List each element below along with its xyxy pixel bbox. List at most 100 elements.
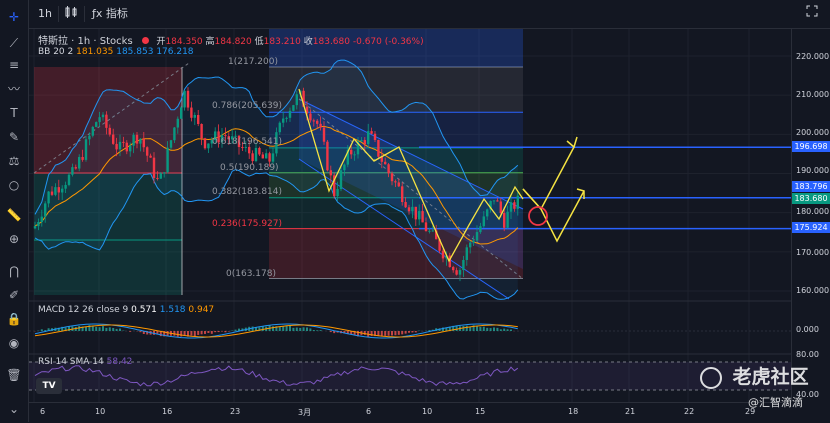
candle-body: [64, 185, 66, 189]
pattern-icon[interactable]: 〰: [4, 80, 24, 98]
candle-body: [384, 162, 386, 164]
brand-name: 老虎社区: [733, 366, 809, 388]
chevron-down-icon[interactable]: ⌄: [4, 400, 24, 418]
price-tag-196698: 196.698: [792, 141, 830, 152]
candle-style-icon[interactable]: [64, 5, 80, 23]
macd-histogram-bar: [320, 330, 322, 331]
tradingview-logo[interactable]: TV: [36, 378, 62, 394]
macd-histogram-bar: [235, 330, 237, 331]
text-icon[interactable]: T: [4, 104, 24, 122]
bb-legend[interactable]: BB 20 2 181.035 185.853 176.218: [38, 47, 194, 57]
candle-body: [105, 115, 107, 128]
candle-body: [323, 128, 325, 142]
candle-body: [153, 158, 155, 178]
trash-icon[interactable]: 🗑: [4, 366, 24, 384]
macd-histogram-bar: [214, 331, 216, 332]
indicators-icon: ƒx: [92, 7, 102, 20]
candle-body: [47, 192, 49, 204]
candle-body: [442, 251, 444, 259]
zoom-icon[interactable]: ⊕: [4, 230, 24, 248]
candle-body: [136, 135, 138, 144]
circle-icon[interactable]: ○: [4, 176, 24, 194]
candle-body: [466, 247, 468, 260]
time-label: 15: [475, 407, 485, 416]
candle-body: [296, 94, 298, 105]
macd-histogram-bar: [201, 331, 203, 334]
time-label: 21: [625, 407, 635, 416]
lock-icon[interactable]: 🔒: [4, 310, 24, 328]
rsi-label: RSI 14 SMA 14: [38, 357, 104, 367]
candle-body: [486, 209, 488, 216]
macd-histogram-bar: [306, 327, 308, 331]
macd-histogram-bar: [479, 327, 481, 331]
macd-histogram-bar: [388, 331, 390, 336]
candle-body: [248, 147, 250, 153]
candle-body: [122, 142, 124, 143]
macd-histogram-bar: [313, 330, 315, 331]
symbol-label[interactable]: 特斯拉 · 1h · Stocks: [38, 36, 133, 47]
candle-body: [476, 232, 478, 241]
bb-upper: 185.853: [116, 47, 153, 57]
macd-histogram-bar: [510, 329, 512, 331]
eye-icon[interactable]: ◉: [4, 334, 24, 352]
trendline-icon[interactable]: ⟋: [4, 34, 24, 52]
candle-body: [44, 203, 46, 216]
candle-body: [425, 222, 427, 231]
ruler-icon[interactable]: 📏: [4, 206, 24, 224]
interval-button[interactable]: 1h: [38, 5, 52, 23]
macd-histogram-bar: [490, 328, 492, 331]
macd-histogram-bar: [105, 328, 107, 331]
time-axis[interactable]: 6 10 16 23 3月 6 10 15 18 21 22 29: [29, 402, 791, 423]
candle-body: [197, 115, 199, 124]
macd-histogram-bar: [466, 326, 468, 331]
separator: [58, 6, 59, 22]
candle-body: [207, 144, 209, 149]
ohlc-legend: 特斯拉 · 1h · Stocks 开184.350 高184.820 低183…: [38, 32, 424, 47]
lock-drawing-icon[interactable]: ✐: [4, 286, 24, 304]
fib-label-1: 1(217.200): [228, 57, 278, 67]
fib-label-0382: 0.382(183.814): [212, 187, 282, 197]
rsi-legend[interactable]: RSI 14 SMA 14 58.42: [38, 357, 132, 367]
fib-label-0786: 0.786(205.639): [212, 101, 282, 111]
projection-path-up: [523, 147, 574, 209]
macd-histogram-bar: [95, 327, 97, 331]
tiger-logo-icon: [700, 367, 722, 389]
candle-body: [160, 173, 162, 178]
macd-histogram-bar: [218, 331, 220, 332]
macd-histogram-bar: [405, 331, 407, 334]
candle-body: [180, 107, 182, 118]
candle-body: [370, 131, 372, 134]
brush-icon[interactable]: ✎: [4, 128, 24, 146]
macd-histogram-bar: [309, 328, 311, 331]
measure-icon[interactable]: ⚖: [4, 152, 24, 170]
macd-histogram-bar: [279, 327, 281, 331]
candle-body: [129, 146, 131, 152]
candle-body: [92, 127, 94, 136]
indicators-button[interactable]: ƒx 指标: [92, 5, 128, 23]
macd-histogram-bar: [303, 327, 305, 331]
candle-body: [272, 153, 274, 161]
candle-body: [204, 138, 206, 148]
candle-body: [109, 128, 111, 135]
candle-body: [289, 111, 291, 118]
bb-lower: 176.218: [156, 47, 193, 57]
price-tick: 210.000: [796, 90, 829, 99]
price-chart[interactable]: [29, 29, 791, 402]
brand-watermark: 老虎社区: [700, 362, 809, 389]
candle-body: [194, 115, 196, 118]
macd-histogram-bar: [486, 328, 488, 331]
macd-histogram-bar: [211, 331, 213, 334]
candle-body: [353, 154, 355, 155]
candle-body: [255, 148, 257, 161]
candle-body: [126, 143, 128, 152]
fib-retracement-icon[interactable]: ≡: [4, 56, 24, 74]
macd-histogram-bar: [496, 328, 498, 331]
crosshair-icon[interactable]: ✛: [4, 8, 24, 26]
magnet-icon[interactable]: ⋂: [4, 262, 24, 280]
macd-histogram-bar: [224, 331, 226, 332]
candle-body: [479, 226, 481, 232]
macd-histogram-bar: [289, 326, 291, 331]
fullscreen-icon[interactable]: [806, 5, 822, 23]
macd-legend[interactable]: MACD 12 26 close 9 0.571 1.518 0.947: [38, 305, 214, 315]
low-label: 低: [255, 37, 264, 47]
